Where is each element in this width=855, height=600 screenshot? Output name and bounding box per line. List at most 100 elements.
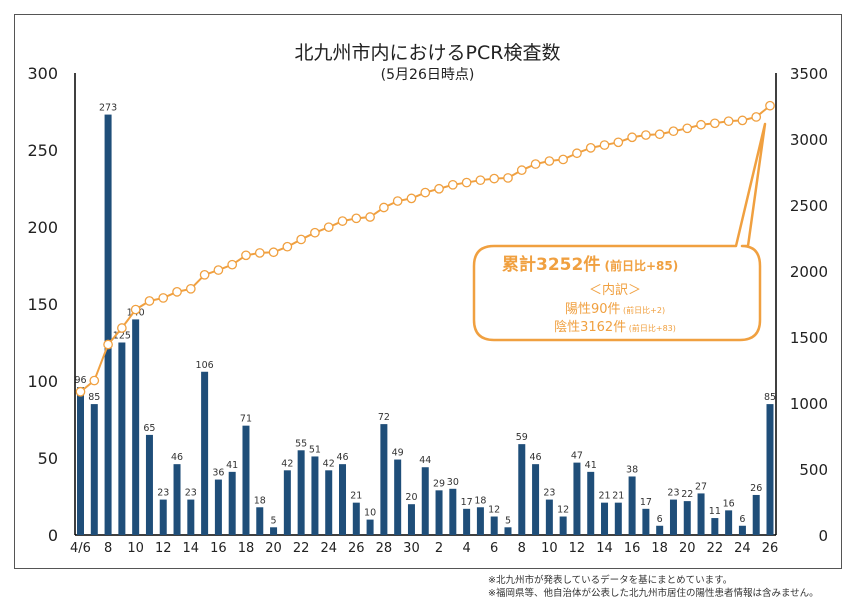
left-tick-label: 0 (48, 526, 58, 545)
negative-text: 陰性3162件 (554, 320, 626, 335)
bar (311, 456, 319, 535)
x-tick-label: 26 (348, 541, 365, 556)
chart-title: 北九州市内におけるPCR検査数 (294, 42, 561, 64)
cumulative-point (461, 177, 472, 188)
cumulative-point (572, 148, 582, 159)
cumulative-point (337, 216, 348, 226)
bar (283, 470, 291, 535)
cumulative-point (641, 130, 651, 140)
bar-value-label: 11 (709, 506, 721, 517)
cumulative-point (172, 287, 182, 297)
bar-value-label: 29 (433, 478, 445, 489)
bar (504, 527, 512, 535)
cumulative-point (282, 241, 293, 252)
cumulative-point (544, 156, 555, 166)
bar (697, 493, 705, 535)
bar (421, 467, 429, 535)
cumulative-point (489, 173, 500, 184)
right-tick-label: 2500 (790, 197, 828, 215)
left-tick-label: 250 (27, 141, 58, 160)
bar-value-label: 5 (271, 515, 277, 526)
bar-value-label: 23 (543, 488, 555, 499)
cumulative-point (268, 247, 279, 258)
bar-value-label: 44 (419, 455, 431, 466)
bar (256, 507, 264, 535)
bar-value-label: 41 (226, 460, 238, 471)
bar (559, 516, 567, 535)
bar-value-label: 23 (157, 488, 169, 499)
bar-value-label: 21 (598, 491, 610, 502)
positive-text: (前日比+2) (620, 305, 665, 315)
cumulative-point (351, 213, 362, 224)
total-count: 累計3252件 (502, 254, 600, 275)
cumulative-point (558, 154, 569, 165)
bar (242, 425, 250, 535)
cumulative-point (117, 323, 127, 333)
bar-value-label: 47 (571, 451, 583, 462)
bar-value-label: 23 (185, 488, 197, 499)
bar (642, 508, 650, 535)
x-tick-label: 26 (762, 541, 779, 556)
chart-subtitle: (5月26日時点) (380, 67, 475, 83)
cumulative-point (765, 100, 775, 111)
cumulative-point (475, 175, 486, 186)
cumulative-point (682, 123, 693, 134)
bar (614, 502, 622, 535)
bar-value-label: 85 (88, 392, 100, 403)
bar (449, 488, 457, 535)
cumulative-point (613, 137, 624, 148)
bar-value-label: 85 (764, 392, 776, 403)
x-tick-label: 14 (183, 541, 200, 556)
cumulative-point (723, 116, 734, 127)
right-tick-label: 2000 (790, 263, 828, 281)
x-tick-label: 16 (624, 541, 641, 556)
footnote-2: ※福岡県等、他自治体が公表した北九州市居住の陽性患者情報は含みません。 (488, 588, 819, 599)
bar-value-label: 72 (378, 412, 390, 423)
cumulative-point (323, 222, 334, 233)
bar-value-label: 96 (74, 375, 86, 386)
bar (270, 527, 278, 535)
bar (683, 501, 691, 535)
bar-value-label: 71 (240, 414, 252, 425)
bar-value-label: 12 (557, 505, 569, 516)
x-tick-label: 4 (462, 541, 470, 556)
cumulative-point (296, 234, 306, 245)
right-tick-label: 1500 (790, 329, 828, 347)
cumulative-point (365, 212, 375, 222)
cumulative-point (254, 248, 265, 258)
x-tick-label: 4/6 (70, 541, 91, 556)
right-tick-label: 3000 (790, 131, 828, 149)
bar-value-label: 18 (254, 495, 266, 506)
x-tick-label: 18 (238, 541, 255, 556)
positive-text: 陽性90件 (565, 302, 621, 317)
bar (366, 519, 374, 535)
bar (77, 387, 84, 535)
bar-value-label: 27 (695, 481, 707, 492)
cumulative-point (130, 304, 141, 315)
bar-value-label: 106 (196, 360, 214, 371)
footnote-1: ※北九州市が発表しているデータを基にまとめています。 (488, 575, 733, 586)
bar-value-label: 65 (143, 423, 155, 434)
bar (159, 499, 167, 535)
x-tick-label: 20 (265, 541, 282, 556)
bar-value-label: 49 (392, 448, 404, 459)
x-tick-label: 16 (210, 541, 227, 556)
bar-value-label: 17 (640, 497, 652, 508)
bar-value-label: 55 (295, 438, 307, 449)
bar-value-label: 46 (530, 452, 542, 463)
bar (297, 450, 305, 535)
right-tick-label: 1000 (790, 395, 828, 413)
x-tick-label: 2 (435, 541, 443, 556)
cumulative-point (654, 129, 665, 140)
bar-value-label: 36 (212, 468, 224, 479)
cumulative-point (447, 179, 458, 190)
cumulative-point (158, 293, 169, 303)
x-tick-label: 18 (651, 541, 668, 556)
cumulative-point (185, 283, 196, 294)
bar (725, 510, 733, 535)
x-tick-label: 28 (376, 541, 393, 556)
negative-count: 陰性3162件 (前日比+83) (554, 320, 676, 335)
cumulative-point (406, 193, 417, 204)
chart-frame (14, 14, 842, 569)
